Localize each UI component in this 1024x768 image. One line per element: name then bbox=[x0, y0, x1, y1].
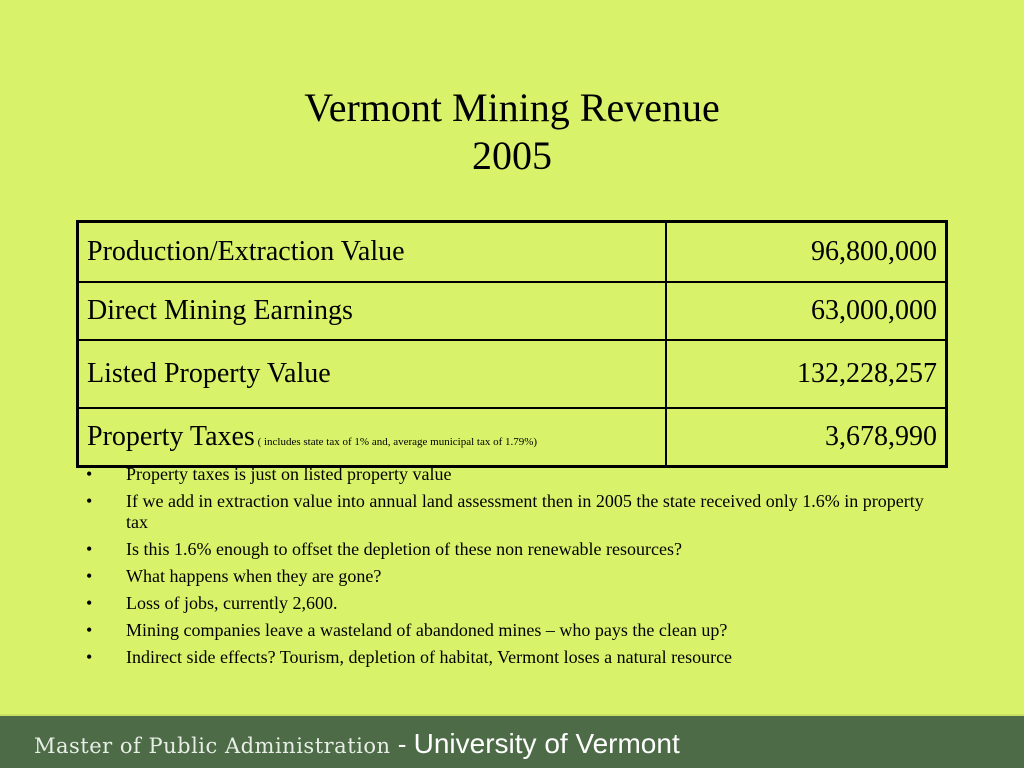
row-label-cell: Property Taxes ( includes state tax of 1… bbox=[76, 407, 667, 468]
footer-bar: Master of Public Administration - Univer… bbox=[0, 714, 1024, 768]
bullet-item: Is this 1.6% enough to offset the deplet… bbox=[86, 539, 946, 560]
table-row: Listed Property Value 132,228,257 bbox=[76, 339, 948, 409]
row-label: Direct Mining Earnings bbox=[76, 281, 667, 341]
bullet-item: Property taxes is just on listed propert… bbox=[86, 464, 946, 485]
bullet-list: Property taxes is just on listed propert… bbox=[86, 464, 946, 674]
table-row: Production/Extraction Value 96,800,000 bbox=[76, 220, 948, 283]
table-row: Property Taxes ( includes state tax of 1… bbox=[76, 407, 948, 468]
footer-program: Master of Public Administration bbox=[34, 734, 391, 758]
row-label: Production/Extraction Value bbox=[76, 220, 667, 283]
footer-university: University of Vermont bbox=[413, 728, 680, 759]
footer-separator: - bbox=[390, 729, 414, 759]
footer-text: Master of Public Administration - Univer… bbox=[34, 728, 680, 760]
row-note: ( includes state tax of 1% and, average … bbox=[254, 436, 538, 448]
row-value: 96,800,000 bbox=[665, 220, 948, 283]
bullet-item: If we add in extraction value into annua… bbox=[86, 491, 946, 533]
bullet-item: Mining companies leave a wasteland of ab… bbox=[86, 620, 946, 641]
row-value: 63,000,000 bbox=[665, 281, 948, 341]
bullet-item: Indirect side effects? Tourism, depletio… bbox=[86, 647, 946, 668]
slide-title: Vermont Mining Revenue 2005 bbox=[0, 84, 1024, 180]
row-label: Property Taxes bbox=[87, 421, 255, 452]
bullet-item: Loss of jobs, currently 2,600. bbox=[86, 593, 946, 614]
title-line-1: Vermont Mining Revenue bbox=[304, 85, 720, 130]
row-value: 3,678,990 bbox=[665, 407, 948, 468]
bullet-item: What happens when they are gone? bbox=[86, 566, 946, 587]
revenue-table: Production/Extraction Value 96,800,000 D… bbox=[76, 220, 948, 468]
row-value: 132,228,257 bbox=[665, 339, 948, 409]
table-row: Direct Mining Earnings 63,000,000 bbox=[76, 281, 948, 341]
footer-divider bbox=[0, 714, 1024, 716]
row-label: Listed Property Value bbox=[76, 339, 667, 409]
title-line-2: 2005 bbox=[472, 133, 552, 178]
